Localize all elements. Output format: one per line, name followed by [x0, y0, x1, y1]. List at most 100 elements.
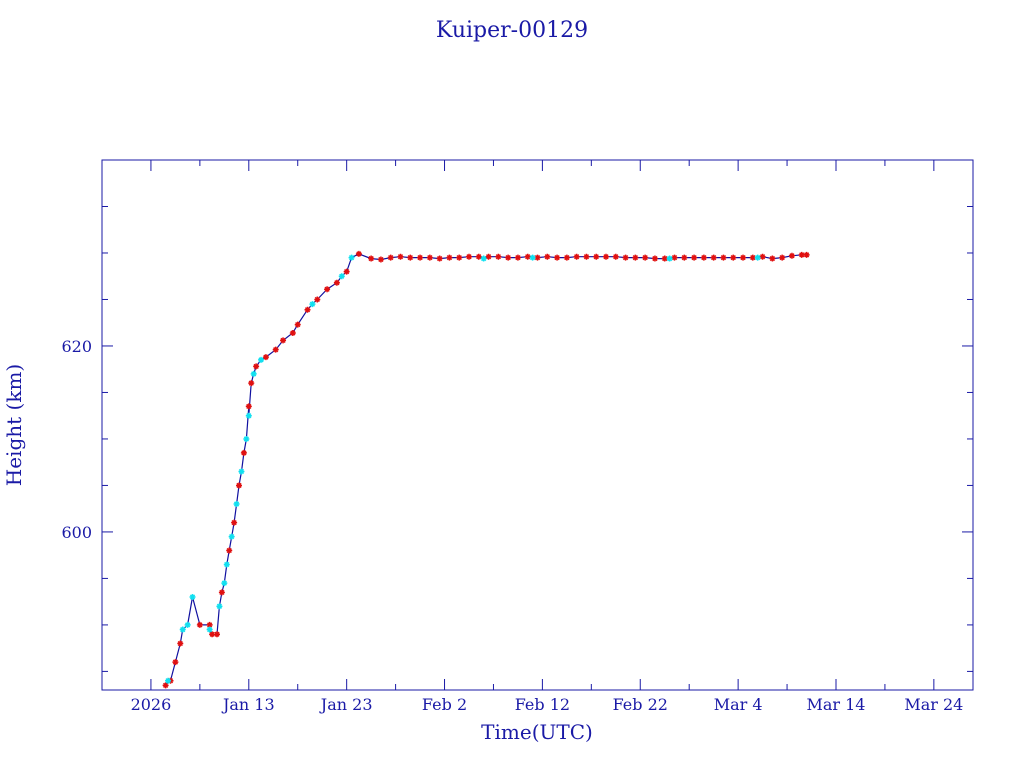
axis-ticks — [102, 160, 973, 690]
data-point-red-star — [213, 631, 220, 638]
data-point-red-star — [769, 255, 776, 262]
data-point-red-star — [456, 254, 463, 261]
data-point-cyan-star — [480, 255, 487, 262]
x-tick-label: Mar 4 — [714, 695, 763, 714]
data-point-red-star — [240, 449, 247, 456]
data-point-red-star — [612, 253, 619, 260]
data-point-cyan-star — [179, 626, 186, 633]
data-point-red-star — [788, 252, 795, 259]
data-point-red-star — [720, 254, 727, 261]
series-line-group — [165, 253, 807, 686]
data-point-red-star — [544, 253, 551, 260]
data-point-red-star — [248, 380, 255, 387]
data-point-cyan-star — [238, 468, 245, 475]
data-point-red-star — [236, 482, 243, 489]
data-point-red-star — [377, 256, 384, 263]
data-point-red-star — [710, 254, 717, 261]
data-point-red-star — [387, 254, 394, 261]
data-point-red-star — [554, 254, 561, 261]
x-tick-label: Feb 2 — [422, 695, 467, 714]
data-point-red-star — [622, 254, 629, 261]
data-point-red-star — [218, 589, 225, 596]
data-point-red-star — [206, 621, 213, 628]
data-point-red-star — [294, 321, 301, 328]
data-point-red-star — [226, 547, 233, 554]
data-point-cyan-star — [754, 254, 761, 261]
data-point-red-star — [426, 254, 433, 261]
data-point-red-star — [280, 337, 287, 344]
data-point-red-star — [162, 682, 169, 689]
data-point-red-star — [417, 254, 424, 261]
data-point-red-star — [700, 254, 707, 261]
x-tick-label: Feb 12 — [515, 695, 570, 714]
y-axis-label: Height (km) — [2, 364, 26, 486]
data-point-red-star — [368, 255, 375, 262]
data-point-red-star — [779, 254, 786, 261]
data-point-cyan-star — [189, 594, 196, 601]
y-tick-label: 620 — [61, 337, 92, 356]
data-point-cyan-star — [666, 255, 673, 262]
data-point-red-star — [749, 254, 756, 261]
data-point-red-star — [231, 519, 238, 526]
data-point-red-star — [671, 254, 678, 261]
data-point-cyan-star — [348, 254, 355, 261]
data-point-cyan-star — [529, 254, 536, 261]
data-point-red-star — [355, 250, 362, 257]
data-point-cyan-star — [221, 580, 228, 587]
data-point-cyan-star — [243, 435, 250, 442]
data-point-cyan-star — [184, 621, 191, 628]
data-point-red-star — [740, 254, 747, 261]
data-point-red-star — [314, 296, 321, 303]
data-point-red-star — [759, 253, 766, 260]
data-point-red-star — [245, 403, 252, 410]
x-tick-label: Mar 14 — [806, 695, 865, 714]
data-point-red-star — [262, 354, 269, 361]
data-point-red-star — [505, 254, 512, 261]
data-point-red-star — [253, 363, 260, 370]
data-point-red-star — [436, 255, 443, 262]
data-point-red-star — [514, 254, 521, 261]
data-point-red-star — [691, 254, 698, 261]
data-point-red-star — [573, 253, 580, 260]
data-point-red-star — [304, 306, 311, 313]
data-point-cyan-star — [165, 677, 172, 684]
data-point-red-star — [343, 268, 350, 275]
x-tick-label: Feb 22 — [613, 695, 668, 714]
data-point-cyan-star — [206, 626, 213, 633]
data-point-red-star — [661, 255, 668, 262]
data-point-red-star — [209, 631, 216, 638]
data-point-cyan-star — [245, 412, 252, 419]
data-point-red-star — [563, 254, 570, 261]
data-point-red-star — [593, 253, 600, 260]
data-point-cyan-star — [250, 370, 257, 377]
data-point-red-star — [632, 254, 639, 261]
data-point-red-star — [272, 346, 279, 353]
data-point-red-star — [603, 253, 610, 260]
data-point-red-star — [446, 254, 453, 261]
data-point-red-star — [583, 253, 590, 260]
data-point-red-star — [681, 254, 688, 261]
data-point-red-star — [485, 253, 492, 260]
data-point-red-star — [798, 251, 805, 258]
data-point-red-star — [475, 253, 482, 260]
data-point-red-star — [333, 279, 340, 286]
series-line — [165, 253, 807, 686]
data-point-red-star — [730, 254, 737, 261]
data-point-red-star — [172, 659, 179, 666]
data-point-red-star — [524, 253, 531, 260]
data-point-red-star — [465, 253, 472, 260]
x-tick-label: Mar 24 — [904, 695, 963, 714]
data-point-red-star — [495, 253, 502, 260]
data-point-cyan-star — [216, 603, 223, 610]
x-tick-label: Jan 23 — [319, 695, 373, 714]
markers-group — [162, 250, 810, 689]
data-point-cyan-star — [223, 561, 230, 568]
data-point-red-star — [324, 286, 331, 293]
data-point-red-star — [642, 254, 649, 261]
data-point-cyan-star — [258, 356, 265, 363]
data-point-cyan-star — [228, 533, 235, 540]
tick-labels: 2026 Jan 13 Jan 23 Feb 2 Feb 12 Feb 22 Mar 4 Ma… — [61, 337, 963, 714]
data-point-red-star — [177, 640, 184, 647]
x-axis-label: Time(UTC) — [481, 720, 593, 744]
